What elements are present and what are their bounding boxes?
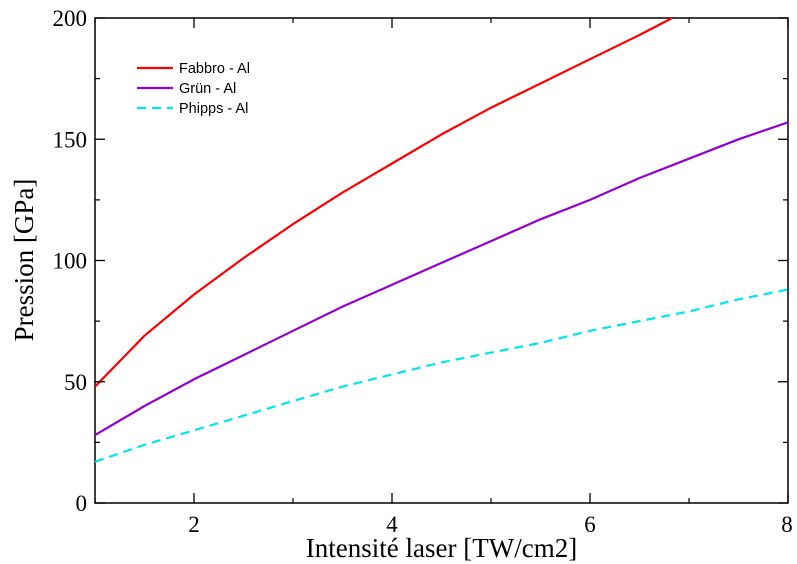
series-line-1 (94, 17, 673, 388)
y-tick-label: 50 (64, 370, 87, 395)
x-tick-label: 4 (386, 512, 398, 537)
tick-layer: 2 4 6 8 0 50 100 150 200 (53, 6, 793, 537)
legend-label-1: Fabbro - Al (179, 61, 250, 77)
y-tick-label: 200 (53, 6, 88, 31)
y-axis-label: Pression [GPa] (9, 179, 39, 342)
series-line-3 (94, 288, 789, 463)
series-layer (94, 17, 789, 463)
legend-label-2: Grün - Al (179, 81, 236, 97)
y-tick-label: 100 (53, 249, 88, 274)
x-tick-label: 2 (188, 512, 200, 537)
x-tick-label: 8 (781, 512, 793, 537)
legend: Fabbro - Al Grün - Al Phipps - Al (137, 61, 250, 117)
y-tick-label: 0 (76, 491, 88, 516)
x-axis-label: Intensité laser [TW/cm2] (306, 533, 577, 563)
y-tick-label: 150 (53, 127, 88, 152)
x-tick-label: 6 (584, 512, 596, 537)
legend-label-3: Phipps - Al (179, 101, 248, 117)
series-line-2 (94, 121, 789, 437)
